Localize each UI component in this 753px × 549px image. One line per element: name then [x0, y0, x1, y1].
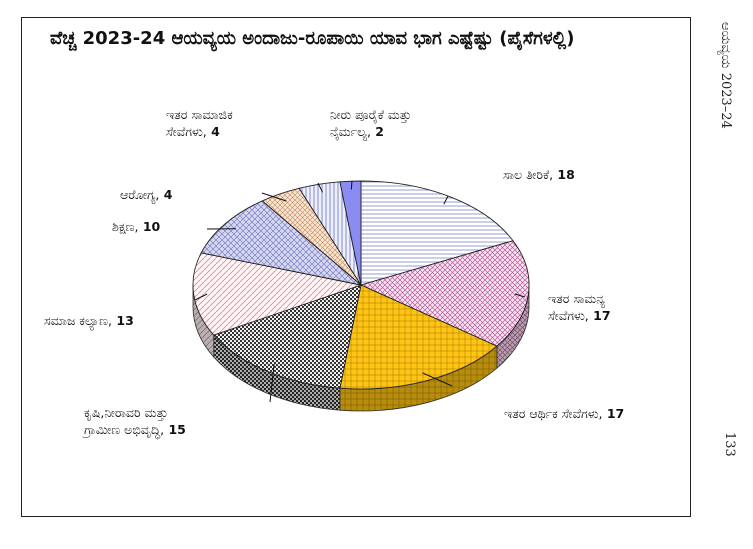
slice-label-line: ಸಮಾಜ ಕಲ್ಯಾಣ, 13 — [44, 312, 134, 329]
pie-slice-side-shade — [339, 346, 497, 411]
slice-label-text: ಇತರ ಸಾಮಾಜಿಕ — [166, 107, 233, 122]
chart-title: ವೆಚ್ಚ 2023-24 ಆಯವ್ಯಯ ಅಂದಾಜು-ರೂಪಾಯಿ ಯಾವ ಭ… — [50, 28, 575, 49]
slice-label-text: ಸೇವೆಗಳು, — [166, 124, 207, 139]
pie-slice — [212, 284, 362, 389]
slice-value: 17 — [602, 406, 625, 421]
leader-line — [443, 195, 449, 205]
slice-label: ಇತರ ಸಾಮಾಜಿಕ ಸೇವೆಗಳು, 4 — [166, 106, 233, 140]
leader-line — [261, 192, 287, 202]
page-number: 133 — [722, 432, 737, 457]
leader-line — [194, 293, 208, 301]
slice-label-line: ಗ್ರಾಮೀಣ ಅಭಿವೃದ್ಧಿ, 15 — [84, 421, 186, 438]
slice-label-line: ಇತರ ಸಾಮನ್ಯ — [548, 290, 611, 307]
slice-label: ಸಾಲ ತೀರಿಕೆ, 18 — [503, 166, 575, 183]
leader-line — [350, 180, 353, 190]
slice-label: ಆರೋಗ್ಯ, 4 — [120, 186, 172, 203]
slice-label-text: ಸಮಾಜ ಕಲ್ಯಾಣ, — [44, 313, 113, 328]
leader-line — [269, 364, 275, 403]
pie-slice — [359, 240, 530, 347]
slice-label-line: ಸೇವೆಗಳು, 4 — [166, 123, 233, 140]
pie-leaders — [194, 180, 526, 403]
pie-slice-side-shade — [496, 285, 529, 369]
pie-slice — [339, 284, 498, 390]
leader-line — [514, 293, 526, 298]
slice-label-line: ಸಾಲ ತೀರಿಕೆ, 18 — [503, 166, 575, 183]
slice-label-text: ಸಾಲ ತೀರಿಕೆ, — [503, 167, 554, 182]
slice-label-text: ನೀರು ಪೂರೈಕೆ ಮತ್ತು — [330, 107, 412, 122]
slice-value: 4 — [159, 187, 173, 202]
pie-slice — [339, 180, 362, 286]
slice-label-text: ಕೃಷಿ,ನೀರಾವರಿ ಮತ್ತು — [84, 405, 169, 420]
slice-label-text: ಸೇವೆಗಳು, — [548, 308, 589, 323]
leader-line — [422, 372, 453, 387]
slice-label: ನೀರು ಪೂರೈಕೆ ಮತ್ತು ನೈರ್ಮಲ್ಯ, 2 — [330, 106, 411, 140]
slice-label-text: ಗ್ರಾಮೀಣ ಅಭಿವೃದ್ಧಿ, — [84, 422, 165, 437]
slice-label-text: ಆರೋಗ್ಯ, — [120, 187, 160, 202]
slice-label: ಸಮಾಜ ಕಲ್ಯಾಣ, 13 — [44, 312, 134, 329]
slice-label: ಶಿಕ್ಷಣ, 10 — [112, 218, 160, 235]
pie-slice-side-shade — [213, 335, 340, 411]
leader-line — [317, 182, 324, 193]
pie-tops — [192, 180, 530, 390]
side-title: ಆಯವ್ಯಯ 2023–24 — [718, 22, 733, 129]
slice-label-line: ನೀರು ಪೂರೈಕೆ ಮತ್ತು — [330, 106, 411, 123]
slice-value: 2 — [370, 124, 384, 139]
slice-label-text: ನೈರ್ಮಲ್ಯ, — [330, 124, 371, 139]
slice-label-text: ಇತರ ಸಾಮನ್ಯ — [548, 291, 605, 306]
slice-label-line: ನೈರ್ಮಲ್ಯ, 2 — [330, 123, 411, 140]
slice-value: 15 — [164, 422, 186, 437]
slice-value: 18 — [553, 167, 575, 182]
slice-label-line: ಇತರ ಆರ್ಥಿಕ ಸೇವೆಗಳು, 17 — [504, 405, 624, 422]
slice-label-line: ಶಿಕ್ಷಣ, 10 — [112, 218, 160, 235]
chart-frame: ವೆಚ್ಚ 2023-24 ಆಯವ್ಯಯ ಅಂದಾಜು-ರೂಪಾಯಿ ಯಾವ ಭ… — [21, 17, 691, 517]
slice-label-line: ಸೇವೆಗಳು, 17 — [548, 307, 611, 324]
slice-label-text: ಶಿಕ್ಷಣ, — [112, 219, 139, 234]
slice-value: 17 — [588, 308, 611, 323]
slice-label-line: ಇತರ ಸಾಮಾಜಿಕ — [166, 106, 233, 123]
slice-value: 13 — [112, 313, 134, 328]
slice-label: ಇತರ ಆರ್ಥಿಕ ಸೇವೆಗಳು, 17 — [504, 405, 624, 422]
slice-label: ಇತರ ಸಾಮನ್ಯ ಸೇವೆಗಳು, 17 — [548, 290, 611, 324]
slice-label-line: ಆರೋಗ್ಯ, 4 — [120, 186, 172, 203]
pie-slice — [192, 252, 363, 336]
slice-value: 10 — [138, 219, 161, 234]
pie-slice — [200, 200, 363, 286]
slice-label-line: ಕೃಷಿ,ನೀರಾವರಿ ಮತ್ತು — [84, 404, 186, 421]
slice-value: 4 — [206, 124, 220, 139]
pie-slice — [360, 180, 514, 286]
slice-label: ಕೃಷಿ,ನೀರಾವರಿ ಮತ್ತು ಗ್ರಾಮೀಣ ಅಭಿವೃದ್ಧಿ, 15 — [84, 404, 186, 438]
slice-label-text: ಇತರ ಆರ್ಥಿಕ ಸೇವೆಗಳು, — [504, 406, 603, 421]
